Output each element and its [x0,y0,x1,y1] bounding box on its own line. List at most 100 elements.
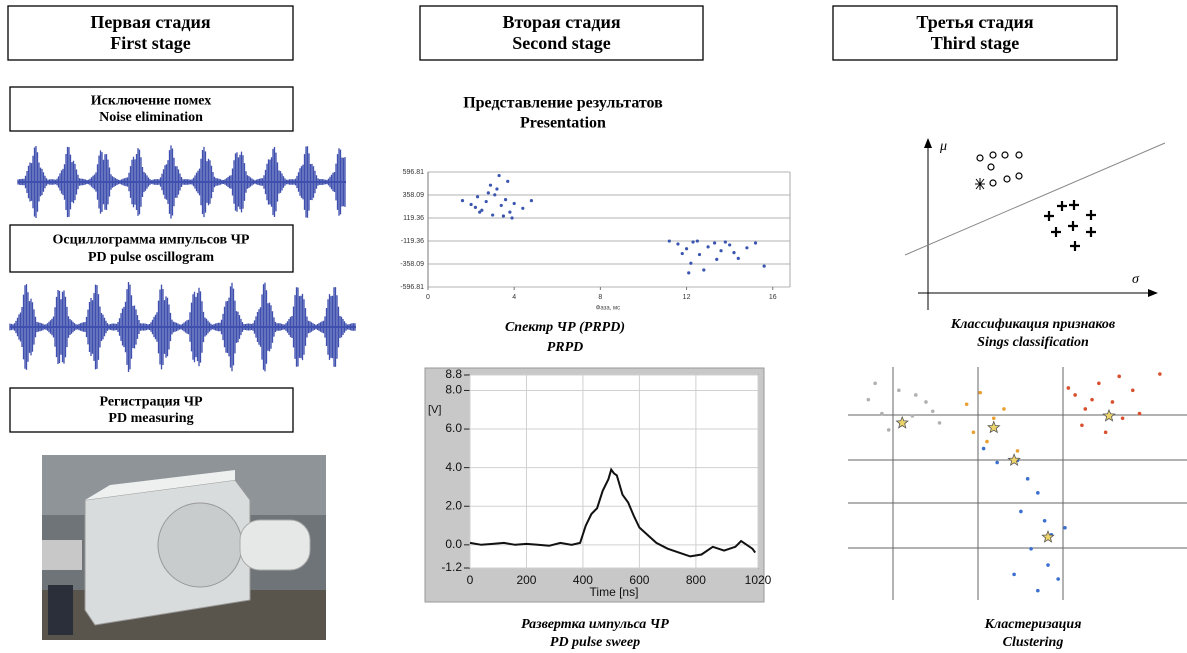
centroid [895,415,909,429]
caption: Развертка импульса ЧР [521,617,669,632]
point [473,205,478,209]
person [48,585,73,635]
class-marker [1003,175,1011,183]
point [488,183,493,187]
class-marker [1068,221,1078,231]
class-marker [1086,210,1096,220]
point [1137,411,1142,416]
y-tick-label: -358.09 [400,261,424,268]
section-heading: Presentation [520,115,606,132]
plot-area [848,367,1186,600]
step-label: Осциллограмма импульсов ЧР [53,232,250,247]
class-marker [1001,151,1009,159]
y-tick-label: 8.8 [445,367,462,381]
point [508,210,512,214]
plot-area [469,374,759,569]
point [503,198,508,202]
point [991,416,996,421]
arrow [924,138,932,148]
point [1012,572,1016,577]
centroid [1007,453,1021,466]
x-tick-label: 800 [686,573,706,587]
point [964,402,969,407]
point [728,243,732,247]
point [745,246,749,250]
point [1103,430,1108,435]
point [719,249,723,253]
y-axis-label: [V] [428,404,441,416]
class-marker [975,178,985,190]
point [1120,416,1125,421]
point [691,240,695,244]
stage-title: Третья стадия [916,12,1033,32]
point [736,256,740,261]
cart [42,540,82,570]
point [981,446,986,451]
point [995,460,999,465]
class-marker [1015,172,1023,180]
stage-box [7,5,294,61]
point [753,241,758,245]
point [510,216,514,220]
point [680,251,684,256]
class-marker [989,151,997,159]
y-tick-label: 4.0 [445,460,462,474]
stage-title: Third stage [931,33,1020,53]
point [706,245,710,249]
class-marker [1015,151,1023,159]
point [529,198,534,203]
x-tick-label: 0 [467,573,474,587]
point [480,208,484,212]
class-marker [1051,227,1061,237]
point [460,198,465,203]
x-tick-label: 4 [512,294,516,301]
point [495,187,499,191]
stage-box [832,5,1118,61]
stage-title: Вторая стадия [502,12,620,32]
centroid [987,420,1001,434]
pulse-line [469,467,757,558]
x-axis-label: Фаза, мс [596,306,620,312]
step-box [9,224,294,273]
stage-box [419,5,704,61]
point [486,191,490,195]
step-label: Noise elimination [99,110,203,125]
point [1015,449,1020,453]
y-tick-label: -119.36 [401,238,424,245]
point [910,414,915,418]
point [712,241,717,245]
machine-top [85,470,235,500]
section-heading: Представление результатов [463,95,663,112]
caption: PRPD [547,340,584,355]
step-box [9,86,294,132]
machine-shaft [239,519,311,571]
step-label: PD measuring [108,411,193,426]
x-tick-label: 0 [426,294,430,301]
point [1083,407,1088,411]
point [702,268,706,272]
point [1046,563,1050,567]
point [676,242,680,246]
point [1002,407,1006,411]
point [715,257,719,261]
stage-title: Первая стадия [90,12,210,32]
point [937,421,942,425]
point [695,239,699,243]
x-tick-label: 12 [683,294,691,301]
point [971,430,976,435]
point [1019,509,1023,514]
point [1029,546,1033,551]
centroid [1102,408,1116,422]
y-tick-label: 8.0 [445,383,462,397]
x-tick-label: 1020 [745,573,772,587]
point [501,214,506,218]
point [1110,400,1115,404]
point [723,240,727,244]
point [521,206,525,210]
point [1090,397,1094,402]
x-tick-label: 400 [573,573,593,587]
y-tick-label: 119.36 [403,215,424,222]
point [469,202,473,207]
separator [904,142,1166,256]
